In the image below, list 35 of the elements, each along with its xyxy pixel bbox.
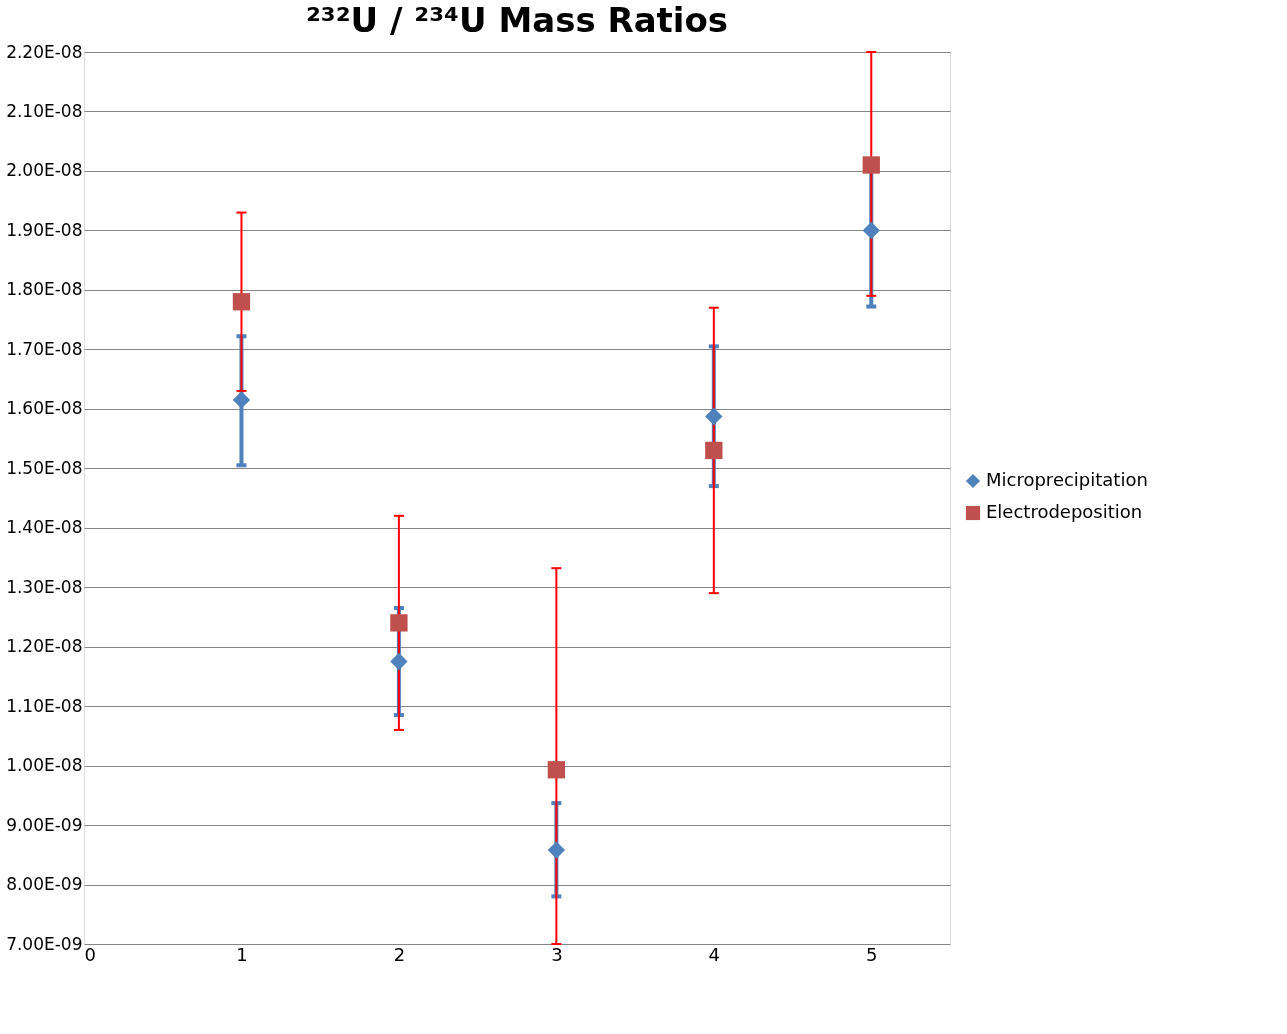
- point: [862, 221, 880, 240]
- y-tick-label: 1.30E-08: [6, 576, 83, 597]
- y-tick-label: 8.00E-09: [6, 874, 83, 895]
- legend-label: Electrodeposition: [986, 501, 1143, 522]
- x-tick-label: 3: [551, 943, 563, 965]
- y-tick-label: 1.80E-08: [6, 279, 83, 300]
- y-tick-label: 1.60E-08: [6, 398, 83, 419]
- point: [232, 391, 251, 409]
- x-tick-label: 4: [708, 943, 721, 965]
- y-tick-label: 1.50E-08: [6, 457, 83, 478]
- y-tick-label: 1.00E-08: [6, 755, 83, 776]
- x-tick-label: 5: [866, 943, 878, 965]
- point: [547, 841, 566, 859]
- x-tick-label: 0: [84, 943, 96, 965]
- y-tick-label: 2.00E-08: [6, 160, 83, 181]
- y-tick-label: 1.10E-08: [6, 695, 83, 716]
- point: [705, 407, 723, 426]
- x-tick-label: 2: [393, 943, 406, 965]
- point: [862, 156, 880, 174]
- y-tick-label: 2.20E-08: [6, 41, 83, 62]
- point: [390, 652, 408, 671]
- point: [547, 761, 566, 779]
- y-tick-label: 1.40E-08: [6, 517, 83, 538]
- y-tick-label: 1.20E-08: [6, 636, 83, 657]
- point: [232, 293, 251, 311]
- y-tick-label: 1.70E-08: [6, 338, 83, 359]
- y-tick-label: 2.10E-08: [6, 100, 83, 121]
- x-tick-label: 1: [236, 943, 248, 965]
- legend-label: Microprecipitation: [986, 469, 1148, 490]
- point: [705, 441, 723, 460]
- chart-title: ²³²U / ²³⁴U Mass Ratios: [305, 0, 729, 40]
- point: [390, 614, 408, 632]
- y-tick-label: 1.90E-08: [6, 219, 83, 240]
- y-tick-label: 7.00E-09: [6, 933, 83, 954]
- y-tick-label: 9.00E-09: [6, 814, 83, 835]
